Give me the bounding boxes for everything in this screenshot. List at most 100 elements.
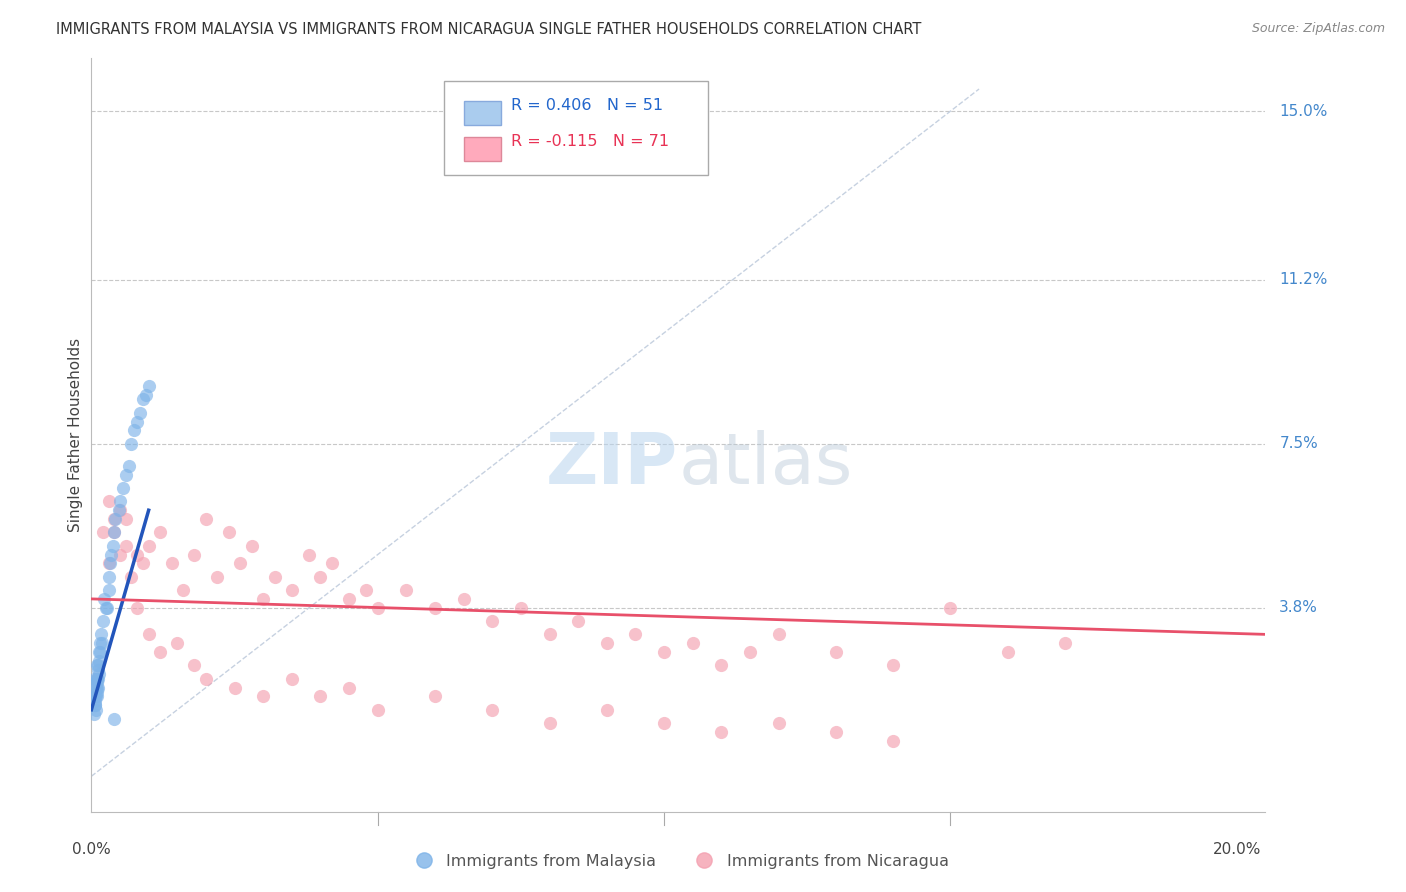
Text: 7.5%: 7.5% — [1279, 436, 1317, 451]
Point — [114, 467, 136, 482]
Point — [997, 645, 1019, 659]
Point — [567, 614, 589, 628]
Point — [84, 698, 107, 713]
Point — [538, 716, 561, 731]
Point — [104, 512, 127, 526]
Point — [86, 672, 108, 686]
Point — [395, 582, 418, 597]
Point — [103, 512, 125, 526]
Point — [83, 707, 105, 722]
Point — [768, 716, 790, 731]
Point — [596, 636, 619, 650]
Point — [127, 415, 149, 429]
Point — [132, 557, 155, 571]
Text: R = 0.406   N = 51: R = 0.406 N = 51 — [510, 98, 662, 113]
Text: atlas: atlas — [678, 431, 853, 500]
Point — [240, 539, 263, 553]
Point — [882, 733, 904, 747]
Point — [121, 436, 143, 450]
Point — [356, 582, 378, 597]
Y-axis label: Single Father Households: Single Father Households — [67, 338, 83, 532]
Point — [652, 716, 675, 731]
Point — [97, 582, 120, 597]
Point — [117, 458, 139, 473]
Text: 3.8%: 3.8% — [1279, 600, 1319, 615]
Point — [281, 582, 304, 597]
Point — [108, 494, 131, 508]
Point — [768, 627, 790, 641]
Point — [103, 525, 125, 540]
Point — [194, 512, 217, 526]
Point — [337, 591, 360, 606]
Point — [93, 591, 115, 606]
Point — [481, 614, 503, 628]
Point — [83, 672, 105, 686]
Point — [87, 681, 110, 695]
Point — [90, 636, 112, 650]
Point — [229, 557, 252, 571]
Point — [114, 539, 136, 553]
Point — [309, 690, 332, 704]
Point — [138, 539, 160, 553]
Point — [138, 379, 160, 393]
Point — [121, 570, 143, 584]
FancyBboxPatch shape — [443, 80, 707, 175]
Point — [367, 600, 389, 615]
Point — [129, 406, 152, 420]
Point — [89, 636, 111, 650]
Point — [108, 548, 131, 562]
Point — [281, 672, 304, 686]
Point — [939, 600, 962, 615]
Text: 20.0%: 20.0% — [1212, 842, 1261, 857]
Point — [218, 525, 240, 540]
FancyBboxPatch shape — [464, 101, 501, 125]
Point — [96, 600, 118, 615]
Point — [825, 645, 848, 659]
Legend: Immigrants from Malaysia, Immigrants from Nicaragua: Immigrants from Malaysia, Immigrants fro… — [402, 847, 955, 875]
Point — [86, 685, 108, 699]
Point — [86, 690, 108, 704]
Point — [89, 645, 111, 659]
Point — [83, 694, 105, 708]
Point — [481, 703, 503, 717]
Point — [103, 712, 125, 726]
Point — [84, 690, 107, 704]
Point — [89, 667, 111, 681]
Point — [108, 503, 131, 517]
Point — [91, 525, 114, 540]
Point — [103, 525, 125, 540]
Point — [321, 557, 343, 571]
Point — [132, 392, 155, 407]
Point — [207, 570, 229, 584]
Text: R = -0.115   N = 71: R = -0.115 N = 71 — [510, 134, 669, 149]
Point — [337, 681, 360, 695]
Point — [97, 557, 120, 571]
Text: 15.0%: 15.0% — [1279, 103, 1327, 119]
Point — [423, 600, 446, 615]
Text: 11.2%: 11.2% — [1279, 272, 1327, 287]
Point — [509, 600, 531, 615]
Point — [87, 654, 110, 668]
Point — [86, 672, 108, 686]
Point — [86, 681, 108, 695]
Point — [149, 645, 172, 659]
Point — [101, 539, 124, 553]
Point — [183, 658, 205, 673]
Point — [97, 570, 120, 584]
Point — [710, 658, 733, 673]
Point — [149, 525, 172, 540]
FancyBboxPatch shape — [464, 137, 501, 161]
Text: Source: ZipAtlas.com: Source: ZipAtlas.com — [1251, 22, 1385, 36]
Text: ZIP: ZIP — [546, 431, 678, 500]
Point — [124, 424, 146, 438]
Point — [94, 600, 117, 615]
Point — [538, 627, 561, 641]
Point — [172, 582, 194, 597]
Point — [138, 627, 160, 641]
Text: IMMIGRANTS FROM MALAYSIA VS IMMIGRANTS FROM NICARAGUA SINGLE FATHER HOUSEHOLDS C: IMMIGRANTS FROM MALAYSIA VS IMMIGRANTS F… — [56, 22, 921, 37]
Point — [84, 703, 107, 717]
Point — [160, 557, 183, 571]
Point — [87, 658, 110, 673]
Point — [98, 557, 121, 571]
Point — [1053, 636, 1076, 650]
